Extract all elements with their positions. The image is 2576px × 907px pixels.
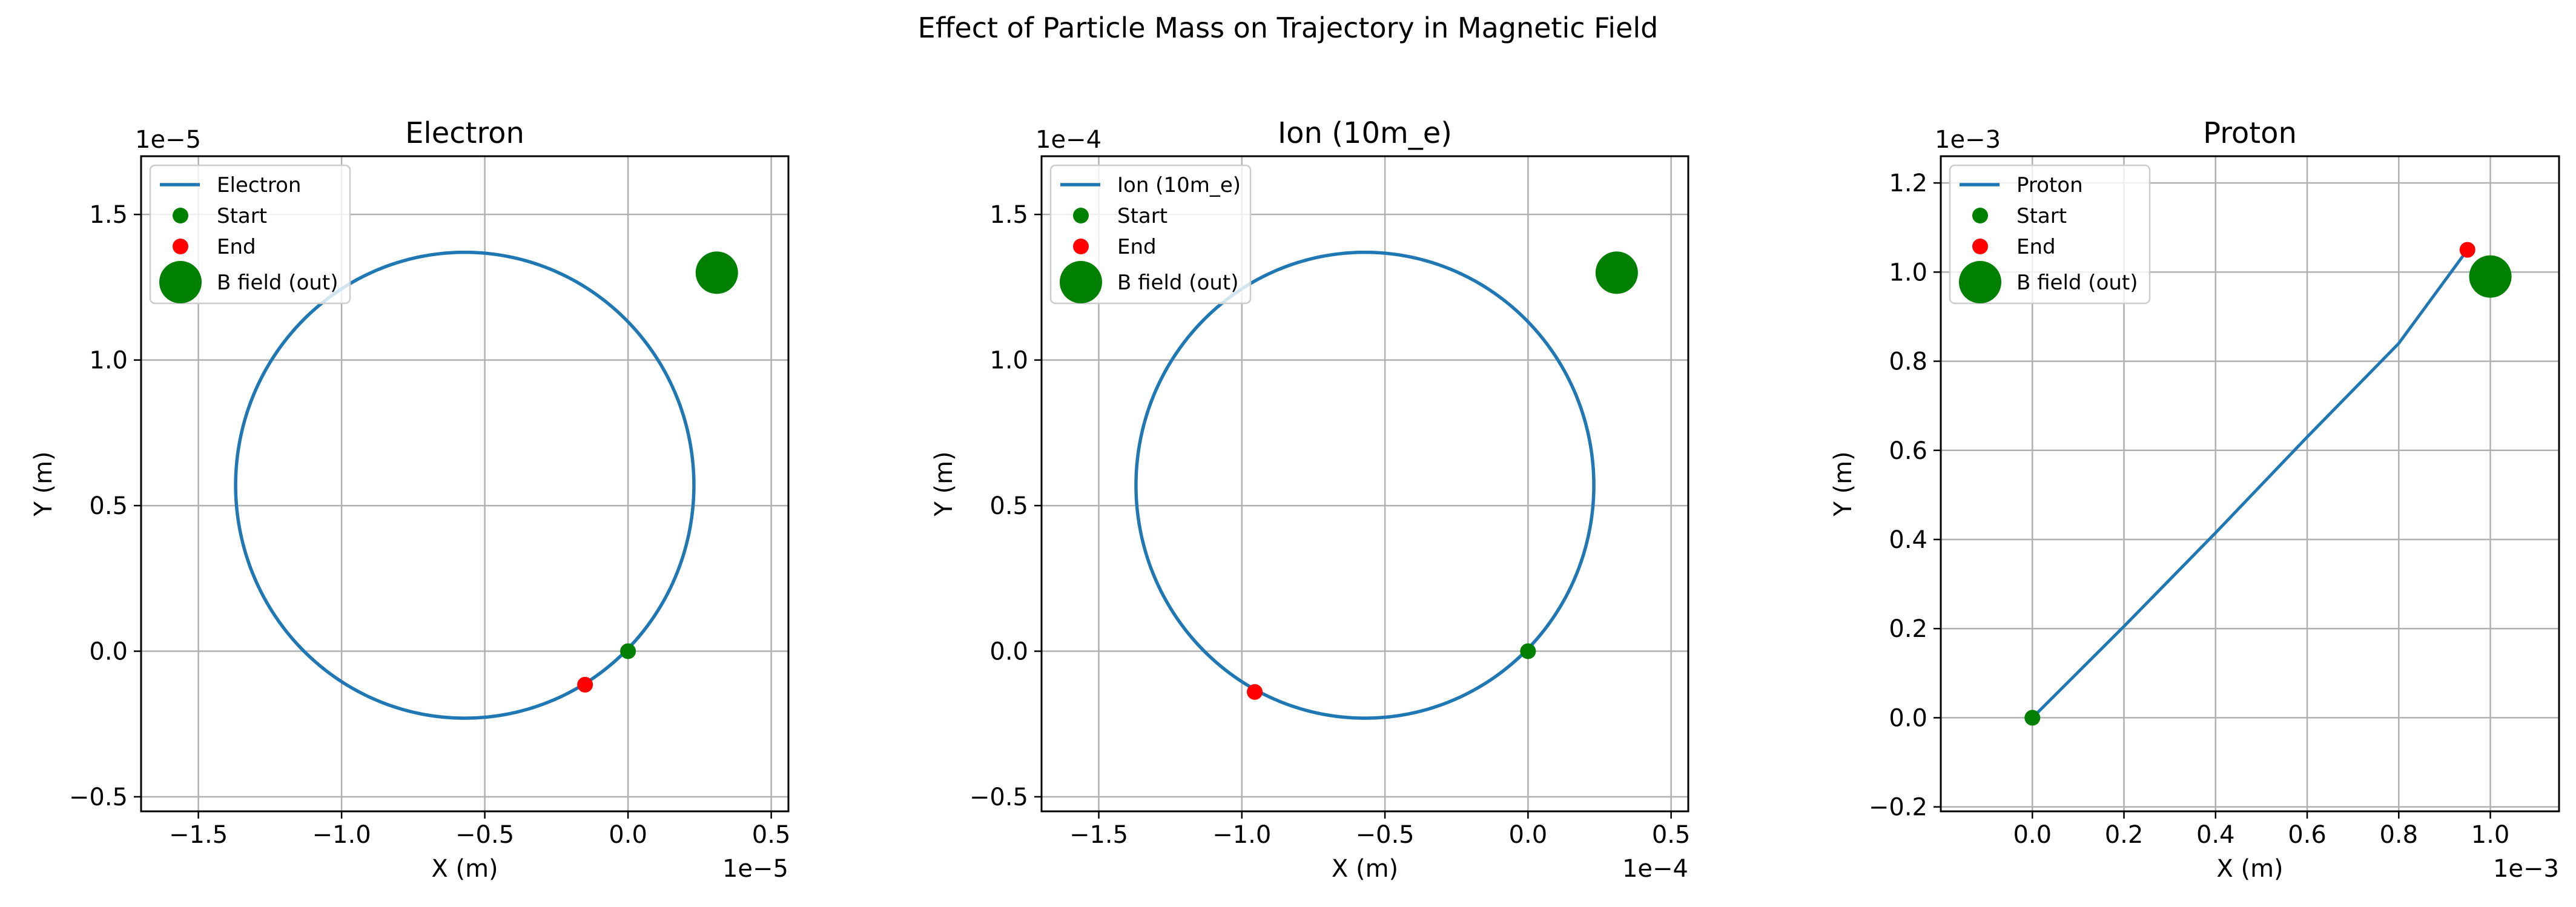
x-tick-label: 0.6 [2288, 821, 2327, 849]
legend-label: Start [217, 204, 267, 228]
legend-point-handle [1073, 239, 1089, 254]
y-scale-offset: 1e−5 [135, 126, 201, 154]
y-axis-label: Y (m) [930, 451, 958, 516]
legend-label: Start [2016, 204, 2067, 228]
x-tick-label: −0.5 [455, 821, 514, 849]
legend-label: End [2016, 235, 2056, 259]
y-scale-offset: 1e−4 [1035, 126, 1101, 154]
b-field-marker [695, 251, 738, 294]
start-point [2024, 710, 2041, 726]
legend-marker-handle [1060, 261, 1102, 303]
trajectory-line [1134, 250, 1596, 720]
y-tick-label: 1.0 [89, 347, 128, 375]
x-tick-label: 0.5 [752, 821, 791, 849]
legend-label: End [1117, 235, 1157, 259]
subplot-title: Proton [2203, 116, 2297, 150]
b-field-marker [2469, 255, 2512, 298]
legend: Ion (10m_e) Start End B field (out) [1049, 164, 1252, 305]
plot-area [2024, 242, 2512, 726]
y-tick-label: 1.0 [1889, 259, 1927, 286]
legend-label: End [217, 235, 256, 259]
y-tick-label: 1.5 [89, 201, 128, 229]
legend-label: Electron [217, 173, 301, 197]
start-point [620, 643, 636, 659]
trajectory-line [234, 250, 696, 720]
legend: Proton Start End B field (out) [1949, 164, 2151, 305]
y-tick-label: 1.0 [989, 347, 1028, 375]
legend-box [149, 164, 351, 305]
y-tick-label: 0.4 [1889, 526, 1927, 554]
legend-marker-handle [159, 261, 202, 303]
y-tick-label: 1.5 [989, 201, 1028, 229]
subplot-1: −1.5 −1.0 −0.5 0.0 0.5 −0.5 0.0 0.5 1.0 1.5 Electr… [30, 116, 790, 883]
figure-suptitle: Effect of Particle Mass on Trajectory in… [918, 12, 1659, 44]
x-scale-offset: 1e−4 [1622, 855, 1688, 883]
legend-point-handle [173, 208, 188, 223]
y-tick-label: −0.5 [69, 783, 128, 811]
axes-frame [1940, 155, 2560, 813]
plot-area [1134, 250, 1638, 720]
legend-point-handle [1972, 239, 1988, 254]
subplot-title: Ion (10m_e) [1278, 116, 1452, 150]
subplot-title: Electron [405, 116, 524, 150]
x-tick-label: 0.5 [1652, 821, 1691, 849]
plot-area [234, 250, 738, 720]
x-scale-offset: 1e−3 [2493, 855, 2559, 883]
x-axis-label: X (m) [1332, 855, 1398, 883]
x-axis-label: X (m) [431, 855, 498, 883]
y-tick-label: 0.2 [1889, 615, 1927, 643]
x-tick-label: −1.5 [169, 821, 228, 849]
x-tick-label: 0.0 [609, 821, 647, 849]
x-tick-label: 0.0 [2013, 821, 2052, 849]
y-tick-label: 0.0 [89, 638, 128, 666]
y-tick-label: 0.6 [1889, 437, 1927, 465]
legend-point-handle [173, 239, 188, 254]
end-point [2459, 242, 2475, 258]
y-tick-label: 0.8 [1889, 348, 1927, 376]
y-tick-label: −0.5 [969, 783, 1028, 811]
legend-label: Ion (10m_e) [1117, 173, 1241, 197]
x-tick-label: −0.5 [1356, 821, 1415, 849]
axes-frame [140, 155, 790, 813]
x-tick-label: −1.0 [1212, 821, 1271, 849]
x-tick-label: 0.0 [1509, 821, 1548, 849]
legend-label: Proton [2016, 173, 2083, 197]
legend-label: B field (out) [1117, 271, 1239, 295]
y-tick-label: −0.2 [1869, 794, 1927, 822]
legend-marker-handle [1959, 261, 2001, 303]
legend-box [1949, 164, 2151, 305]
y-scale-offset: 1e−3 [1935, 126, 2001, 154]
end-point [1247, 684, 1263, 700]
y-tick-label: 0.5 [989, 492, 1028, 520]
subplot-2: −1.5 −1.0 −0.5 0.0 0.5 −0.5 0.0 0.5 1.0 1.5 Ion (1… [930, 116, 1690, 883]
legend: Electron Start End B field (out) [149, 164, 351, 305]
legend-label: B field (out) [217, 271, 339, 295]
trajectory-line [2031, 249, 2469, 719]
b-field-marker [1595, 251, 1638, 294]
y-tick-label: 1.2 [1889, 170, 1927, 197]
x-tick-label: 1.0 [2471, 821, 2510, 849]
start-point [1520, 643, 1536, 659]
x-tick-label: −1.5 [1069, 821, 1128, 849]
legend-box [1049, 164, 1252, 305]
x-axis-label: X (m) [2216, 855, 2283, 883]
subplot-3: 0.0 0.2 0.4 0.6 0.8 1.0 −0.2 0.0 0.2 0.4 0.6 0.8 1.0… [1829, 116, 2560, 883]
y-tick-label: 0.0 [1889, 704, 1927, 732]
x-tick-label: 0.2 [2105, 821, 2144, 849]
y-tick-label: 0.0 [989, 638, 1028, 666]
x-tick-label: −1.0 [312, 821, 371, 849]
x-tick-label: 0.4 [2196, 821, 2235, 849]
legend-label: Start [1117, 204, 1167, 228]
y-tick-label: 0.5 [89, 492, 128, 520]
axes-frame [1040, 155, 1689, 813]
y-axis-label: Y (m) [30, 451, 58, 516]
x-tick-label: 0.8 [2379, 821, 2418, 849]
legend-point-handle [1972, 208, 1988, 223]
legend-label: B field (out) [2016, 271, 2138, 295]
end-point [577, 676, 593, 693]
y-axis-label: Y (m) [1829, 451, 1857, 516]
legend-point-handle [1073, 208, 1089, 223]
x-scale-offset: 1e−5 [722, 855, 788, 883]
